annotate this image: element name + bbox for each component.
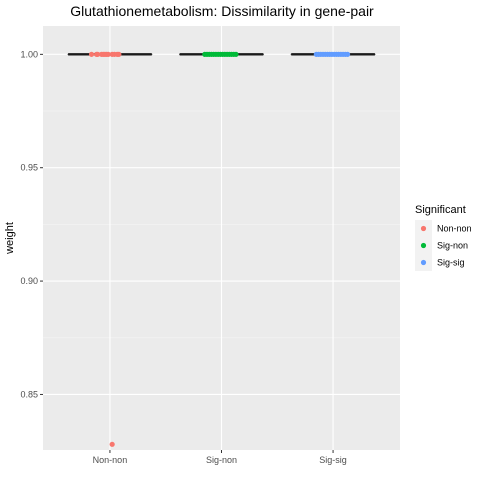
y-tick-label: 1.00 xyxy=(20,49,38,59)
y-tick-label: 0.90 xyxy=(20,276,38,286)
legend-label-sig-non: Sig-non xyxy=(437,241,468,251)
legend-label-non-non: Non-non xyxy=(437,224,472,234)
y-tick-label: 0.95 xyxy=(20,163,38,173)
legend-marker-sig-non xyxy=(421,243,426,248)
legend-label-sig-sig: Sig-sig xyxy=(437,258,465,268)
legend-title: Significant xyxy=(415,204,466,216)
legend-marker-non-non xyxy=(421,226,426,231)
x-tick-label: Sig-non xyxy=(206,455,237,465)
x-tick-label: Non-non xyxy=(93,455,128,465)
chart-title: Glutathionemetabolism: Dissimilarity in … xyxy=(70,3,374,19)
legend: Significant Non-non Sig-non Sig-sig xyxy=(415,204,472,271)
point-non-non xyxy=(116,52,121,57)
point-sig-sig xyxy=(345,52,350,57)
point-non-non xyxy=(110,442,115,447)
point-sig-non xyxy=(233,52,238,57)
y-axis-title: weight xyxy=(4,222,16,255)
x-tick-label: Sig-sig xyxy=(319,455,347,465)
point-non-non xyxy=(89,52,94,57)
y-tick-label: 0.85 xyxy=(20,389,38,399)
legend-marker-sig-sig xyxy=(421,260,426,265)
